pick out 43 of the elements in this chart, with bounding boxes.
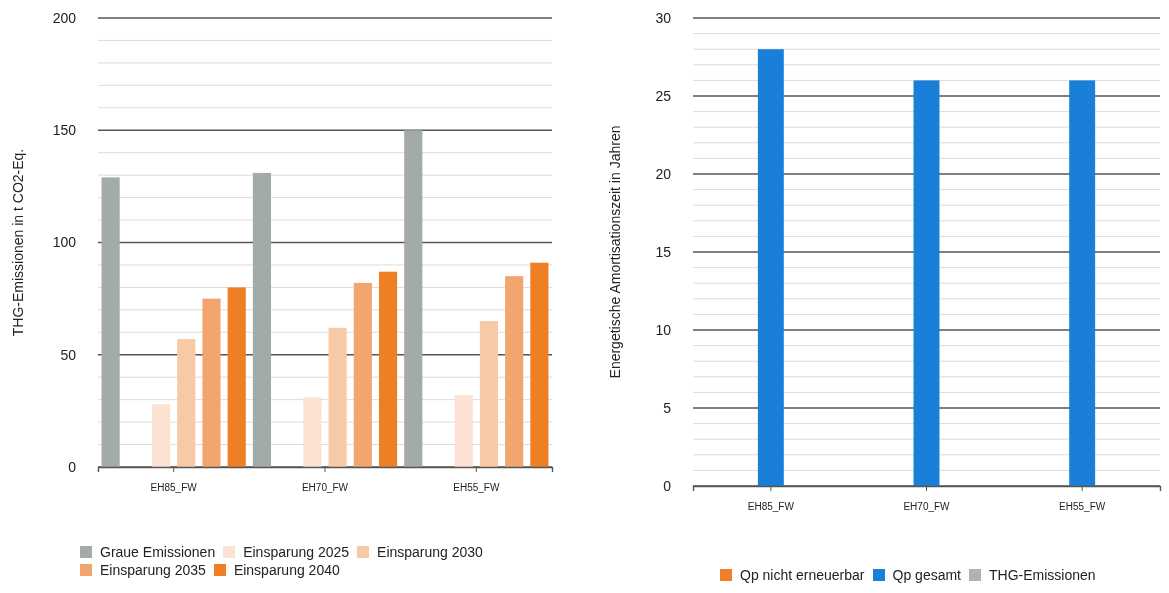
bar [303, 397, 322, 467]
y-axis-title: Energetische Amortisationszeit in Jahren [607, 125, 623, 379]
legend-label: Qp nicht erneuerbar [740, 567, 865, 583]
bar [404, 130, 423, 467]
y-tick-label: 30 [655, 9, 672, 26]
y-tick-label: 20 [655, 165, 672, 182]
y-tick-label: 15 [655, 243, 672, 260]
bar [101, 177, 120, 467]
bar [151, 404, 171, 467]
bar [202, 298, 221, 467]
bar [177, 339, 196, 467]
x-tick-label: EH55_FW [453, 482, 500, 494]
x-tick-label: EH85_FW [150, 482, 198, 494]
x-tick-label: EH70_FW [903, 501, 951, 513]
bar [454, 395, 473, 467]
bar [530, 262, 549, 467]
x-tick-label: EH70_FW [301, 482, 349, 494]
legend-label: Einsparung 2025 [243, 544, 350, 560]
x-tick-label: EH55_FW [1059, 501, 1106, 513]
y-tick-label: 100 [52, 234, 77, 251]
bar [353, 282, 372, 467]
y-tick-label: 25 [655, 87, 672, 104]
y-tick-label: 200 [52, 9, 77, 26]
legend-label: Qp gesamt [892, 567, 962, 583]
bar [227, 287, 246, 467]
legend-label: Graue Emissionen [100, 544, 216, 560]
y-tick-label: 10 [655, 321, 672, 338]
bar [252, 172, 272, 467]
y-tick-label: 0 [663, 477, 672, 494]
bar [505, 276, 524, 467]
y-tick-label: 0 [68, 458, 77, 475]
bar [479, 321, 499, 467]
y-tick-label: 5 [663, 399, 672, 416]
legend-label: Einsparung 2035 [100, 562, 206, 578]
legend-label: THG-Emissionen [989, 567, 1096, 583]
legend-label: Einsparung 2030 [377, 544, 483, 560]
y-tick-label: 150 [52, 122, 77, 139]
y-tick-label: 50 [60, 346, 77, 363]
bar [378, 271, 398, 467]
x-tick-label: EH85_FW [747, 501, 795, 513]
legend-label: Einsparung 2040 [233, 562, 340, 578]
bar [328, 327, 347, 467]
y-axis-title: THG-Emissionen in t CO2-Eq. [10, 148, 26, 337]
